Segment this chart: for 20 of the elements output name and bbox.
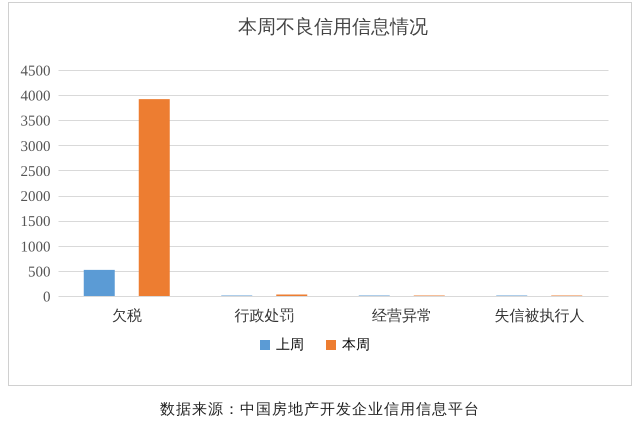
y-tick-label: 4500 bbox=[20, 64, 50, 80]
y-tick-label: 1500 bbox=[20, 214, 50, 230]
legend-label: 本周 bbox=[342, 337, 370, 353]
legend-label: 上周 bbox=[276, 337, 304, 353]
y-tick-label: 0 bbox=[43, 290, 50, 306]
y-tick-label: 2500 bbox=[20, 164, 50, 180]
y-tick-label: 3500 bbox=[20, 114, 50, 130]
source-note: 数据来源：中国房地产开发企业信用信息平台 bbox=[159, 400, 481, 419]
y-tick-label: 1000 bbox=[20, 239, 50, 256]
y-tick-label: 2000 bbox=[20, 189, 50, 206]
x-tick-label: 行政处罚 bbox=[234, 308, 294, 324]
y-tick-label: 4000 bbox=[20, 88, 50, 105]
x-tick-label: 经营异常 bbox=[372, 308, 432, 324]
y-tick-label: 500 bbox=[28, 264, 50, 280]
x-tick-label: 失信被执行人 bbox=[494, 308, 584, 324]
bar bbox=[84, 270, 115, 296]
chart-title: 本周不良信用信息情况 bbox=[238, 16, 428, 38]
bar bbox=[138, 99, 170, 296]
y-tick-label: 3000 bbox=[20, 138, 50, 155]
x-tick-label: 欠税 bbox=[112, 308, 142, 324]
